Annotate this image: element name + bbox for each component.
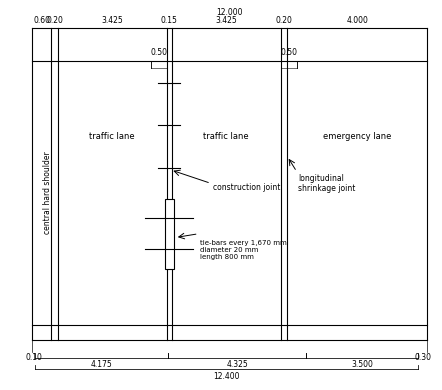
Text: central hard shoulder: central hard shoulder [42, 152, 52, 234]
Text: 0.15: 0.15 [161, 16, 178, 25]
Text: 0.10: 0.10 [25, 353, 42, 362]
Text: traffic lane: traffic lane [203, 133, 249, 142]
Text: 3.425: 3.425 [215, 16, 237, 25]
Text: 0.20: 0.20 [275, 16, 293, 25]
Text: longitudinal
shrinkage joint: longitudinal shrinkage joint [298, 174, 355, 193]
Text: 12.000: 12.000 [217, 8, 243, 17]
Text: 3.425: 3.425 [101, 16, 123, 25]
Text: 12.400: 12.400 [213, 372, 240, 381]
Bar [165, 199, 174, 269]
Text: 4.000: 4.000 [347, 16, 368, 25]
Text: 0.50: 0.50 [150, 48, 168, 57]
Text: emergency lane: emergency lane [323, 133, 392, 142]
Text: traffic lane: traffic lane [89, 133, 135, 142]
Text: 0.20: 0.20 [46, 16, 63, 25]
Text: tie-bars every 1,670 mm
diameter 20 mm
length 800 mm: tie-bars every 1,670 mm diameter 20 mm l… [200, 239, 287, 259]
Text: 3.500: 3.500 [351, 360, 373, 369]
Text: 0.50: 0.50 [280, 48, 297, 57]
Text: 4.175: 4.175 [91, 360, 113, 369]
Text: 0.60: 0.60 [33, 16, 50, 25]
Text: construction joint: construction joint [213, 183, 281, 192]
Text: 0.30: 0.30 [414, 353, 431, 362]
Text: 4.325: 4.325 [226, 360, 248, 369]
